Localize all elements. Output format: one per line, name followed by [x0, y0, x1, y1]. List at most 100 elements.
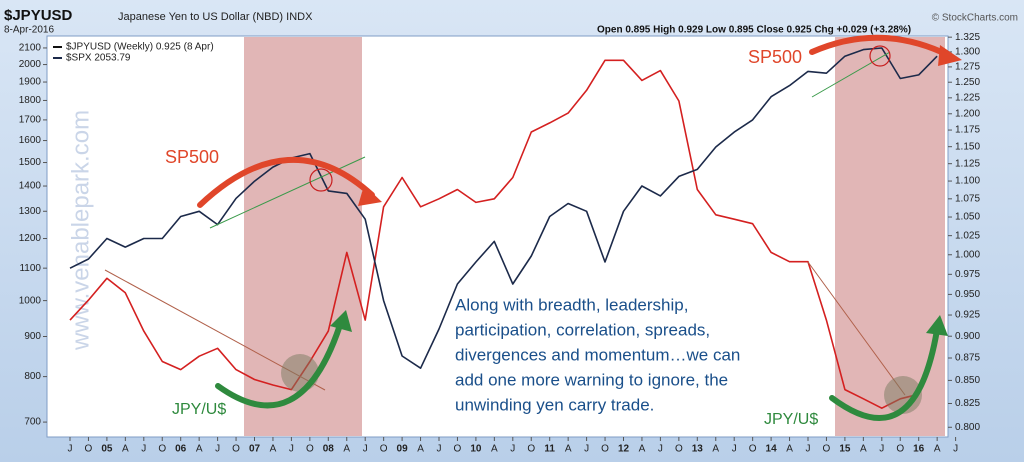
highlight-band: [835, 37, 945, 436]
x-tick-label: 12: [618, 444, 630, 455]
y2-tick-label: 0.800: [955, 422, 980, 433]
y2-tick-label: 1.075: [955, 193, 980, 204]
x-tick-label: O: [380, 444, 388, 455]
y2-tick-label: 1.100: [955, 176, 980, 187]
y2-tick-label: 1.050: [955, 212, 980, 223]
x-tick-label: O: [232, 444, 240, 455]
y2-tick-label: 1.025: [955, 230, 980, 241]
y-tick-label: 1800: [19, 95, 42, 106]
x-tick-label: A: [934, 444, 941, 455]
arrow-head: [330, 310, 352, 332]
x-tick-label: A: [639, 444, 646, 455]
x-tick-label: A: [343, 444, 350, 455]
y2-tick-label: 1.200: [955, 108, 980, 119]
x-tick-label: 15: [839, 444, 851, 455]
x-tick-label: J: [510, 444, 515, 455]
y2-tick-label: 1.125: [955, 158, 980, 169]
y2-tick-label: 0.900: [955, 331, 980, 342]
trend-line: [811, 51, 891, 98]
series-line: [69, 47, 938, 369]
x-tick-label: 07: [249, 444, 261, 455]
title-desc: Japanese Yen to US Dollar (NBD) INDX: [118, 11, 313, 23]
x-tick-label: A: [491, 444, 498, 455]
source: © StockCharts.com: [932, 13, 1018, 24]
x-tick-label: 06: [175, 444, 187, 455]
arrow: [215, 322, 343, 409]
trend-line: [807, 261, 906, 396]
x-tick-label: 14: [766, 444, 778, 455]
x-tick-label: 10: [470, 444, 482, 455]
x-tick-label: 08: [323, 444, 335, 455]
x-tick-label: J: [879, 444, 884, 455]
y2-tick-label: 1.175: [955, 125, 980, 136]
x-tick-label: J: [732, 444, 737, 455]
y-tick-label: 900: [24, 331, 41, 342]
x-tick-label: A: [712, 444, 719, 455]
y2-tick-label: 1.150: [955, 141, 980, 152]
decorations: [104, 34, 962, 421]
y2-tick-label: 1.325: [955, 32, 980, 43]
x-tick-label: J: [141, 444, 146, 455]
watermark: www.venablepark.com: [67, 110, 94, 351]
x-tick-label: J: [584, 444, 589, 455]
x-tick-label: O: [896, 444, 904, 455]
x-tick-label: O: [85, 444, 93, 455]
arrow-head: [938, 45, 962, 66]
highlight-circle: [281, 354, 319, 392]
x-tick-label: A: [417, 444, 424, 455]
arrow: [829, 327, 940, 421]
x-tick-label: A: [786, 444, 793, 455]
y-tick-label: 1200: [19, 233, 42, 244]
y-tick-label: 1100: [19, 263, 41, 274]
x-tick-label: 13: [692, 444, 704, 455]
annotation: SP500: [748, 47, 802, 67]
annotation: participation, correlation, spreads,: [455, 320, 710, 339]
y2-tick-label: 1.250: [955, 77, 980, 88]
x-tick-label: A: [196, 444, 203, 455]
x-tick-label: J: [437, 444, 442, 455]
legend-label: $SPX 2053.79: [66, 53, 131, 64]
legend-label: $JPYUSD (Weekly) 0.925 (8 Apr): [66, 42, 214, 53]
x-tick-label: J: [215, 444, 220, 455]
x-tick-label: A: [860, 444, 867, 455]
y-tick-label: 1300: [19, 206, 42, 217]
y-tick-label: 1400: [19, 181, 42, 192]
y2-tick-label: 0.875: [955, 353, 980, 364]
arrow-head: [358, 185, 382, 206]
x-tick-label: O: [749, 444, 757, 455]
arrow: [809, 34, 951, 58]
y2-tick-label: 1.000: [955, 249, 980, 260]
y2-tick-label: 1.225: [955, 92, 980, 103]
y2-tick-label: 0.975: [955, 269, 980, 280]
x-tick-label: J: [953, 444, 958, 455]
annotation: add one more warning to ignore, the: [455, 370, 728, 389]
y-tick-label: 1000: [19, 295, 42, 306]
y2-tick-label: 0.950: [955, 289, 980, 300]
annotation: unwinding yen carry trade.: [455, 395, 654, 414]
arrow-head: [926, 315, 948, 336]
x-tick-label: J: [363, 444, 368, 455]
y-tick-label: 1600: [19, 135, 42, 146]
x-tick-label: J: [658, 444, 663, 455]
annotation: divergences and momentum…we can: [455, 345, 740, 364]
x-tick-label: A: [270, 444, 277, 455]
x-tick-label: A: [122, 444, 129, 455]
x-tick-label: O: [454, 444, 462, 455]
plot-area: [46, 35, 949, 438]
highlight-circle: [869, 45, 891, 67]
y-tick-label: 700: [24, 417, 41, 428]
y2-tick-label: 1.300: [955, 47, 980, 58]
x-tick-label: J: [289, 444, 294, 455]
y2-tick-label: 1.275: [955, 62, 980, 73]
highlight-circle: [309, 168, 333, 192]
plot-layer: 700 800 900 1000 1100 1200 1300 1400 1500 1600 170…: [19, 32, 981, 455]
quote: Open 0.895 High 0.929 Low 0.895 Close 0.…: [597, 25, 911, 36]
x-tick-label: 09: [397, 444, 409, 455]
y-tick-label: 1700: [19, 115, 42, 126]
x-tick-label: O: [675, 444, 683, 455]
series-line: [69, 59, 938, 409]
y-tick-label: 2100: [19, 43, 42, 54]
y2-tick-label: 0.925: [955, 310, 980, 321]
y2-tick-label: 0.825: [955, 398, 980, 409]
